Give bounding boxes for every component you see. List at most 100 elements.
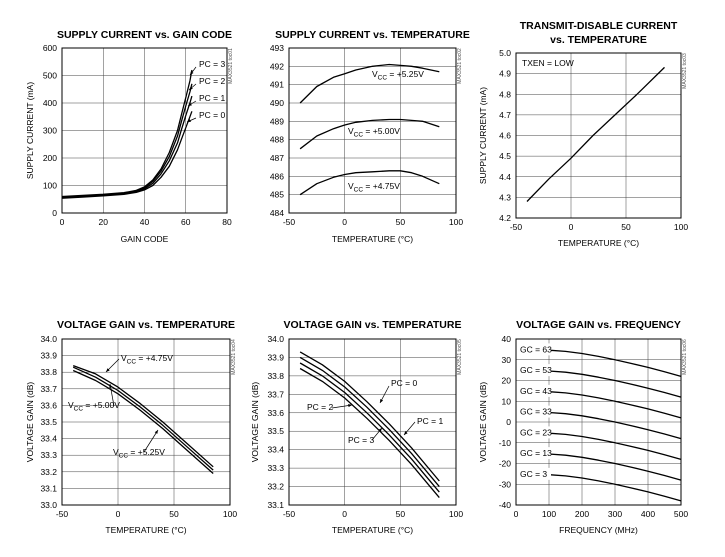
x-tick-label: 60 (181, 217, 191, 227)
leader-arrowhead (109, 384, 113, 388)
x-tick-label: 100 (223, 509, 237, 519)
x-axis-label: GAIN CODE (121, 234, 169, 244)
y-tick-label: 4.8 (499, 89, 511, 99)
plot-frame (288, 47, 457, 214)
leader-arrowhead (188, 102, 192, 106)
series-label-main: V (348, 126, 354, 136)
series-line-2 (299, 118, 440, 150)
chart-title: SUPPLY CURRENT vs. TEMPERATURE (275, 29, 470, 41)
y-tick-label: -30 (499, 479, 512, 489)
y-tick-label: 33.3 (40, 450, 57, 460)
figure-code: MAX3521 toc05 (457, 339, 463, 375)
leader-arrowhead (187, 119, 191, 122)
series-label: PC = 3 (199, 59, 225, 69)
series-line-2 (72, 366, 214, 471)
chart-title: VOLTAGE GAIN vs. FREQUENCY (516, 319, 681, 331)
y-tick-label: 0 (506, 417, 511, 427)
series-line-1 (72, 364, 214, 468)
series-label: PC = 2 (199, 76, 225, 86)
series-line-4 (299, 367, 440, 499)
x-tick-label: 50 (169, 509, 179, 519)
leader-arrowhead (106, 368, 110, 372)
series-line-4 (61, 111, 193, 199)
y-tick-label: 33.1 (40, 483, 57, 493)
y-tick-label: 200 (43, 153, 57, 163)
series-label-main: V (121, 353, 127, 363)
series-label: GC = 23 (520, 427, 552, 437)
y-tick-label: 33.0 (40, 500, 57, 510)
series-line-3 (61, 95, 193, 199)
y-tick-label: 5.0 (499, 48, 511, 58)
chart-title: TRANSMIT-DISABLE CURRENT (520, 20, 678, 32)
series-label: VCC = +5.25V (113, 447, 165, 460)
x-tick-label: 300 (608, 509, 622, 519)
plot-frame (61, 47, 228, 214)
y-tick-label: -40 (499, 500, 512, 510)
x-axis-label: TEMPERATURE (°C) (332, 234, 413, 244)
series-label: GC = 13 (520, 448, 552, 458)
y-tick-label: 600 (43, 43, 57, 53)
y-tick-label: 486 (270, 171, 284, 181)
x-tick-label: -50 (283, 509, 296, 519)
series-label: VCC = +5.00V (68, 400, 120, 413)
y-tick-label: 4.3 (499, 192, 511, 202)
x-tick-label: 50 (621, 222, 631, 232)
y-axis-label: VOLTAGE GAIN (dB) (25, 382, 35, 463)
y-tick-label: 4.2 (499, 213, 511, 223)
leader-arrowhead (189, 86, 193, 90)
series-label-rest: = +4.75V (136, 353, 173, 363)
y-tick-label: 33.4 (267, 445, 284, 455)
series-label-rest: = +5.00V (363, 126, 400, 136)
series-label: PC = 1 (417, 416, 443, 426)
y-tick-label: 400 (43, 98, 57, 108)
y-tick-label: 4.6 (499, 131, 511, 141)
figure-code: MAX3521 toc02 (457, 48, 463, 84)
series-label-bg (517, 405, 551, 418)
series-label-sub: CC (354, 132, 364, 139)
series-label-bg (517, 364, 551, 377)
series-line-3 (72, 369, 214, 474)
series-label-main: V (348, 181, 354, 191)
y-tick-label: 10 (502, 396, 512, 406)
y-tick-label: 20 (502, 376, 512, 386)
x-tick-label: 0 (342, 217, 347, 227)
y-tick-label: 33.7 (40, 384, 57, 394)
series-label-rest: = +5.25V (387, 69, 424, 79)
series-line-1 (299, 63, 440, 104)
x-axis-label: FREQUENCY (MHz) (559, 525, 638, 535)
y-tick-label: 33.8 (40, 367, 57, 377)
y-tick-label: -10 (499, 438, 512, 448)
y-tick-label: 100 (43, 181, 57, 191)
chart-2: SUPPLY CURRENT vs. TEMPERATURE -50 0 50 100 4… (270, 29, 470, 244)
y-tick-label: 4.7 (499, 110, 511, 120)
y-tick-label: 300 (43, 126, 57, 136)
series-label-bg (517, 467, 551, 480)
y-tick-label: 491 (270, 80, 284, 90)
chart-title: VOLTAGE GAIN vs. TEMPERATURE (284, 319, 462, 331)
series-line-1 (299, 351, 440, 482)
leader-arrowhead (348, 404, 352, 408)
series-label: PC = 0 (391, 378, 417, 388)
x-tick-label: 100 (449, 217, 463, 227)
series-label-main: V (68, 400, 74, 410)
y-tick-label: 33.7 (267, 389, 284, 399)
figure-code: MAX3521 toc03 (682, 53, 688, 89)
y-tick-label: 4.5 (499, 151, 511, 161)
y-tick-label: 33.1 (267, 500, 284, 510)
x-tick-label: 100 (542, 509, 556, 519)
x-tick-label: -50 (283, 217, 296, 227)
series-label: VCC = +4.75V (348, 181, 400, 194)
x-tick-label: 0 (569, 222, 574, 232)
series-label-bg (517, 343, 551, 356)
y-tick-label: 484 (270, 208, 284, 218)
y-tick-label: 33.8 (267, 371, 284, 381)
chart-title-line2: vs. TEMPERATURE (550, 34, 647, 46)
x-tick-label: 40 (140, 217, 150, 227)
series-label: PC = 2 (307, 402, 333, 412)
y-tick-label: 33.5 (267, 426, 284, 436)
leader-line (143, 429, 159, 453)
y-tick-label: 34.0 (40, 334, 57, 344)
x-tick-label: 0 (342, 509, 347, 519)
series-line-3 (299, 170, 440, 196)
